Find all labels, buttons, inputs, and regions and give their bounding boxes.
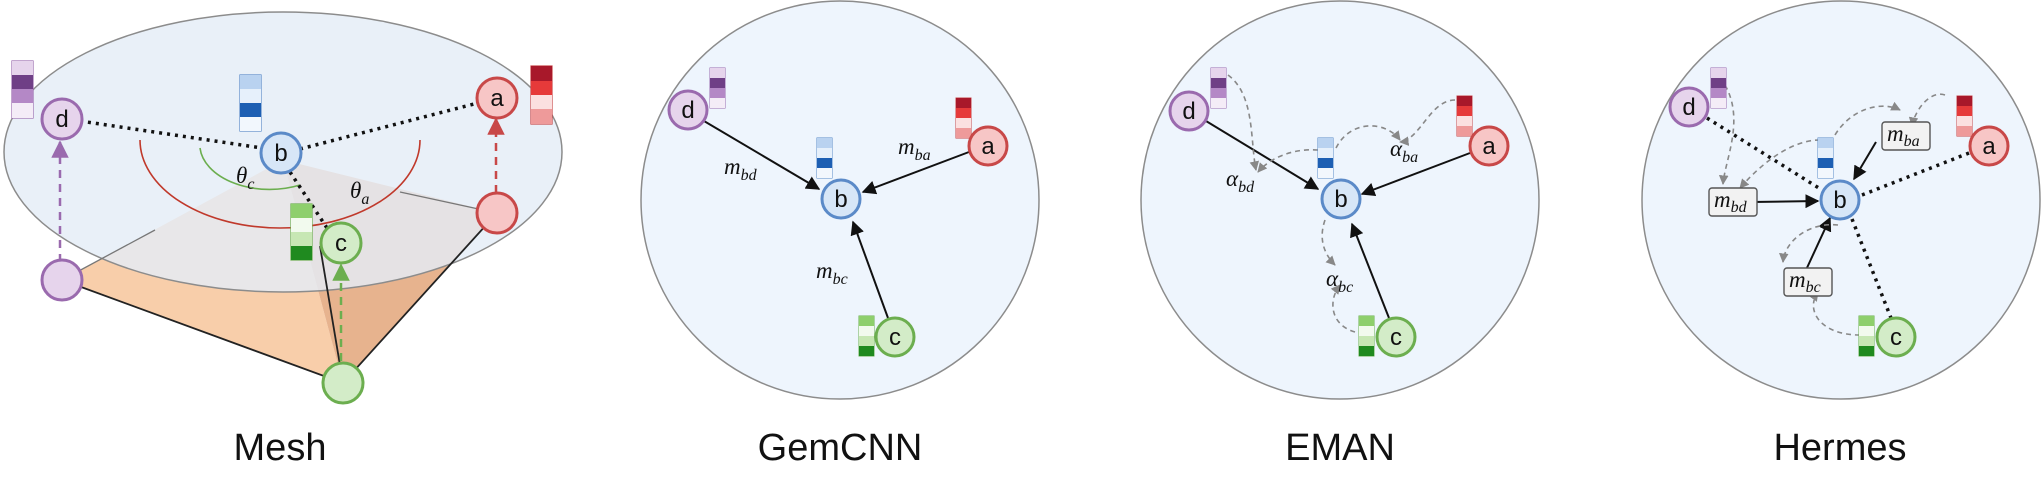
- node-d: [1668, 86, 1710, 128]
- node-c: [1875, 316, 1917, 358]
- feature-vector-c: [290, 203, 313, 261]
- node-d: [40, 97, 84, 141]
- feature-vector-d: [709, 67, 726, 109]
- panel-gemcnn: d b a c mbd mba mbc GemCNN: [640, 0, 1040, 469]
- message-box-ba-label: mba: [1887, 121, 1920, 150]
- feature-vector-b: [1317, 137, 1334, 179]
- node-d-label: d: [55, 106, 68, 133]
- message-label-bd: mbd: [724, 154, 758, 184]
- edge-c-to-b: [850, 220, 889, 319]
- message-box-bc-label: mbc: [1789, 267, 1821, 296]
- panel-eman: d b a c αbd αba αbc EMAN: [1140, 0, 1540, 469]
- node-b: [1320, 178, 1362, 220]
- node-c-label: c: [1890, 324, 1902, 351]
- attention-label-ba: αba: [1390, 136, 1418, 166]
- message-arrow-bd: [1751, 194, 1820, 209]
- feature-vector-c: [858, 315, 875, 357]
- node-c-label: c: [889, 324, 901, 351]
- node-a-label: a: [981, 133, 995, 160]
- node-b-label: b: [1833, 187, 1846, 214]
- node-a: [1968, 125, 2010, 167]
- mesh-vertex-a: [475, 191, 519, 235]
- panel-hermes: mbd mba mbc d b a c Hermes: [1641, 0, 2041, 469]
- theta-a-label: θa: [350, 178, 369, 208]
- feature-vector-c: [1858, 315, 1875, 357]
- feature-vector-c: [1358, 315, 1375, 357]
- node-b-label: b: [834, 186, 847, 213]
- node-a-label: a: [1482, 133, 1496, 160]
- feature-vector-b: [816, 137, 833, 179]
- node-a: [967, 125, 1009, 167]
- node-b-label: b: [1334, 186, 1347, 213]
- feature-vector-b: [1817, 137, 1834, 179]
- node-b: [259, 131, 303, 175]
- attention-label-bc: αbc: [1326, 266, 1353, 296]
- angle-arc-theta-a: [139, 139, 421, 229]
- feature-vector-a: [530, 65, 553, 125]
- theta-c-label: θc: [236, 163, 254, 193]
- message-label-bc: mbc: [816, 258, 848, 288]
- panel-mesh: d b a c θc θa Mesh: [3, 11, 563, 469]
- feature-vector-a: [1956, 95, 1973, 137]
- node-d-label: d: [1682, 94, 1695, 121]
- message-label-ba: mba: [898, 134, 931, 164]
- node-a: [475, 76, 519, 120]
- node-a: [1468, 125, 1510, 167]
- edge-a-to-b: [861, 151, 970, 195]
- node-c-label: c: [335, 230, 347, 257]
- message-arrow-bc: [1805, 216, 1832, 271]
- feature-vector-a: [1456, 95, 1473, 137]
- node-d: [667, 89, 709, 131]
- edge-a-to-b: [1360, 152, 1471, 197]
- message-box-ba: [1881, 121, 1931, 151]
- node-a-label: a: [1982, 133, 1996, 160]
- dotted-neighbour-edges: [1706, 116, 1970, 319]
- feature-vector-d: [1710, 67, 1727, 109]
- edge-c-to-b: [1350, 222, 1390, 319]
- angle-arc-theta-c: [199, 147, 301, 191]
- node-b: [820, 178, 862, 220]
- attention-arrows: [1227, 74, 1456, 333]
- message-box-bd: [1708, 187, 1758, 217]
- node-c: [874, 316, 916, 358]
- caption-eman: EMAN: [1285, 427, 1395, 469]
- feature-vector-d: [1210, 67, 1227, 109]
- edge-d-to-b: [703, 120, 821, 190]
- mesh-vertex-c: [321, 361, 365, 405]
- mesh-vertex-d: [40, 258, 84, 302]
- feature-vector-b: [239, 74, 262, 132]
- tangent-edges: [79, 101, 479, 229]
- caption-hermes: Hermes: [1773, 427, 1906, 469]
- node-c-label: c: [1390, 324, 1402, 351]
- edge-d-to-b: [1205, 120, 1320, 190]
- attention-label-bd: αbd: [1226, 166, 1255, 196]
- node-d: [1168, 90, 1210, 132]
- message-box-bd-label: mbd: [1714, 187, 1748, 216]
- node-b: [1819, 179, 1861, 221]
- caption-mesh: Mesh: [234, 427, 327, 469]
- caption-gemcnn: GemCNN: [758, 427, 923, 469]
- message-arrow-ba: [1853, 141, 1877, 181]
- message-box-bc: [1783, 267, 1833, 297]
- node-b-label: b: [274, 140, 287, 167]
- node-d-label: d: [1182, 98, 1195, 125]
- node-c: [319, 221, 363, 265]
- node-d-label: d: [681, 97, 694, 124]
- node-a-label: a: [490, 85, 504, 112]
- feature-vector-a: [955, 97, 972, 139]
- node-c: [1375, 316, 1417, 358]
- feature-vector-d: [11, 60, 34, 119]
